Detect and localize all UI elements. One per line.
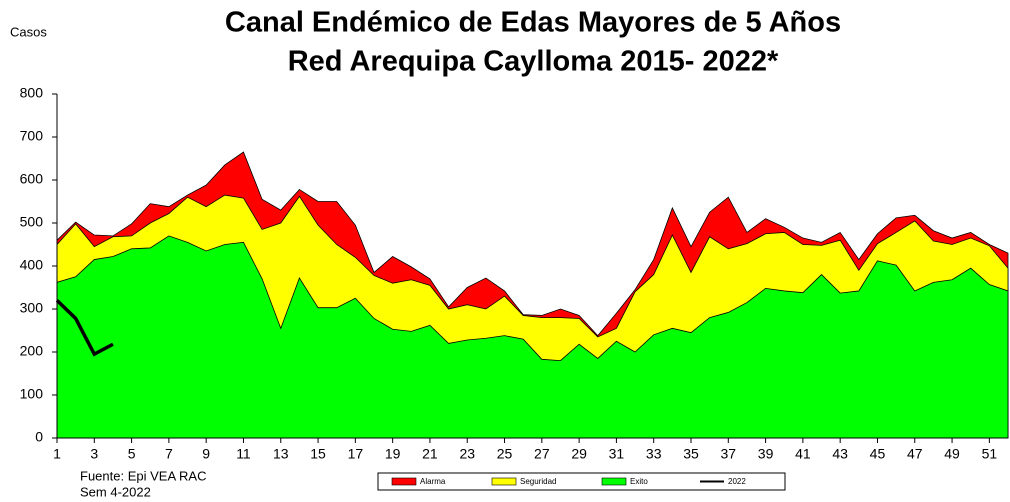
chart-title: Canal Endémico de Edas Mayores de 5 Años xyxy=(225,7,841,39)
x-tick-label: 43 xyxy=(832,446,848,462)
x-tick-label: 9 xyxy=(202,446,210,462)
note: Sem 4-2022 xyxy=(80,484,151,499)
line xyxy=(55,299,114,357)
x-tick-label: 23 xyxy=(459,446,475,462)
x-tick-label: 41 xyxy=(795,446,811,462)
y-tick-label: 0 xyxy=(35,429,43,445)
y-tick-label: 700 xyxy=(20,128,44,144)
x-tick-label: 5 xyxy=(128,446,136,462)
x-tick-label: 11 xyxy=(236,446,251,462)
x-tick-label: 27 xyxy=(534,446,550,462)
x-tick-label: 13 xyxy=(273,446,289,462)
legend-label: Seguridad xyxy=(520,477,556,486)
y-tick-label: 200 xyxy=(20,343,44,359)
x-tick-label: 39 xyxy=(758,446,774,462)
legend-label: Alarma xyxy=(420,477,446,486)
x-tick-label: 49 xyxy=(944,446,960,462)
x-tick-label: 35 xyxy=(683,446,699,462)
source: Fuente: Epi VEA RAC xyxy=(80,468,206,483)
x-tick-label: 37 xyxy=(721,446,737,462)
legend-label: Exito xyxy=(630,477,648,486)
x-tick-label: 21 xyxy=(422,446,438,462)
y-axis-label: Casos xyxy=(10,24,47,39)
y-tick-label: 300 xyxy=(20,300,44,316)
x-tick-label: 51 xyxy=(982,446,998,462)
chart-subtitle: Red Arequipa Caylloma 2015- 2022* xyxy=(288,46,779,78)
legend-swatch xyxy=(391,477,417,486)
x-tick-label: 3 xyxy=(90,446,98,462)
y-tick-label: 100 xyxy=(20,386,44,402)
legend-swatch xyxy=(491,477,517,486)
y-tick-label: 800 xyxy=(20,85,44,101)
x-tick-label: 33 xyxy=(646,446,662,462)
legend-box xyxy=(377,472,786,491)
x-tick-label: 1 xyxy=(53,446,61,462)
x-tick-label: 7 xyxy=(165,446,173,462)
legend-swatch xyxy=(601,477,627,486)
x-tick-label: 15 xyxy=(310,446,326,462)
x-tick-label: 29 xyxy=(571,446,587,462)
x-tick-label: 31 xyxy=(609,446,625,462)
y-tick-label: 400 xyxy=(20,257,44,273)
x-tick-label: 25 xyxy=(497,446,513,462)
y-tick-label: 600 xyxy=(20,171,44,187)
x-tick-label: 19 xyxy=(385,446,401,462)
x-tick-label: 47 xyxy=(907,446,923,462)
legend-label: 2022 xyxy=(728,477,746,486)
y-tick-label: 500 xyxy=(20,214,44,230)
area xyxy=(56,235,1009,439)
x-tick-label: 17 xyxy=(348,446,364,462)
x-tick-label: 45 xyxy=(870,446,886,462)
